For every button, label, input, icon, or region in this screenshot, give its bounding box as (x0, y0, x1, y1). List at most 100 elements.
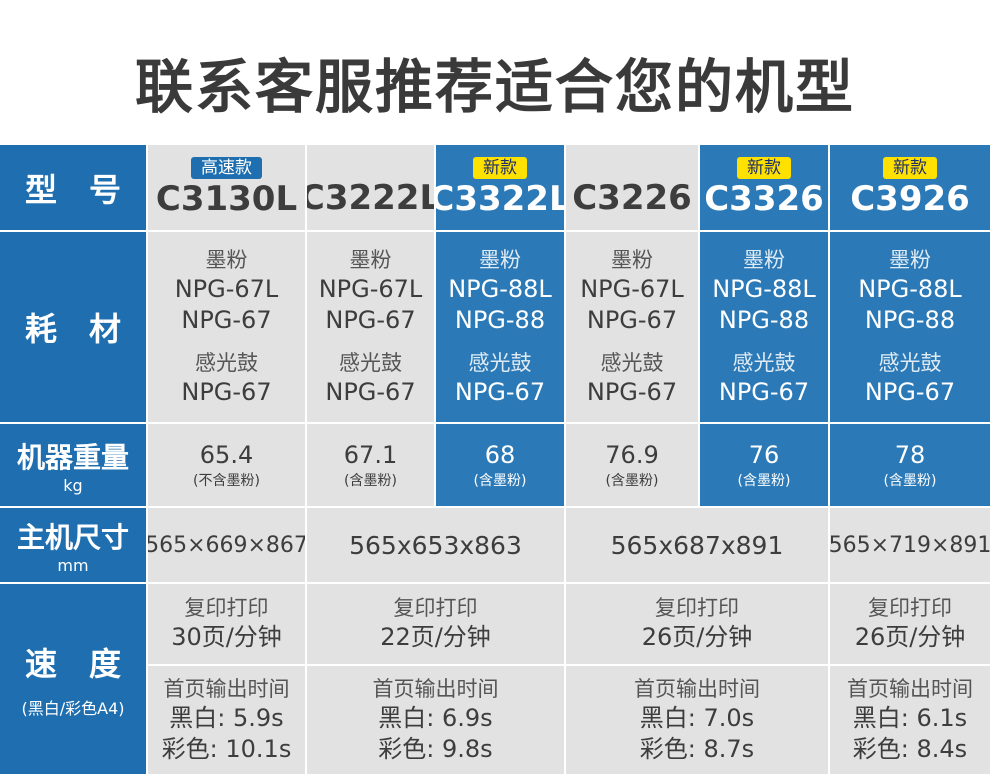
consumables-c3322l: 墨粉 NPG-88L NPG-88 感光鼓 NPG-67 (436, 232, 564, 422)
size-group-1: 565×669×867 (148, 508, 305, 582)
first-page-bw: 黑白: 5.9s (169, 703, 284, 732)
drum-value: NPG-67 (586, 377, 678, 406)
weight-note: (含墨粉) (473, 472, 527, 489)
toner-value: NPG-88L (858, 274, 962, 303)
weight-value: 76.9 (605, 440, 659, 469)
first-page-label: 首页输出时间 (847, 676, 973, 701)
weight-value: 68 (484, 440, 516, 469)
first-page-label: 首页输出时间 (372, 676, 499, 701)
row-header-consumables: 耗材 (0, 232, 146, 422)
size-value: 565x653x863 (349, 530, 522, 560)
first-page-color: 彩色: 8.7s (639, 734, 755, 763)
weight-c3926: 78 (含墨粉) (830, 424, 990, 506)
weight-c3222l: 67.1 (含墨粉) (307, 424, 434, 506)
row-header-size-unit: mm (57, 555, 89, 575)
model-name: C3926 (850, 179, 970, 220)
first-page-bw: 黑白: 6.1s (852, 703, 968, 732)
copy-speed-label: 复印打印 (868, 596, 952, 620)
model-header-c3226: C3226 (566, 145, 698, 230)
row-header-model-label: 型号 (24, 170, 146, 209)
size-group-4: 565×719×891 (830, 508, 990, 582)
row-header-speed-label: 速度 (24, 645, 146, 683)
model-header-c3322l: 新款 C3322L (436, 145, 564, 230)
drum-label: 感光鼓 (339, 350, 402, 375)
toner-value: NPG-88L (448, 274, 552, 303)
drum-label: 感光鼓 (732, 350, 796, 375)
model-header-c3130l: 高速款 C3130L (148, 145, 305, 230)
badge-new: 新款 (883, 157, 937, 180)
page-title: 联系客服推荐适合您的机型 (134, 53, 855, 121)
consumables-c3926: 墨粉 NPG-88L NPG-88 感光鼓 NPG-67 (830, 232, 990, 422)
weight-c3326: 76 (含墨粉) (700, 424, 828, 506)
row-header-weight-unit: kg (63, 475, 83, 495)
first-page-color: 彩色: 9.8s (378, 734, 493, 763)
copy-speed-label: 复印打印 (393, 596, 478, 620)
row-header-consumables-label: 耗材 (24, 310, 146, 348)
toner-value: NPG-88 (454, 305, 546, 334)
row-header-model: 型号 (0, 145, 146, 230)
copy-speed-value: 22页/分钟 (380, 623, 491, 651)
toner-value: NPG-67L (174, 274, 279, 303)
weight-c3130l: 65.4 (不含墨粉) (148, 424, 305, 506)
model-name: C3322L (436, 179, 564, 220)
drum-value: NPG-67 (864, 377, 956, 406)
row-header-size: 主机尺寸 mm (0, 508, 146, 582)
model-header-c3926: 新款 C3926 (830, 145, 990, 230)
drum-label: 感光鼓 (468, 350, 532, 375)
copy-speed-group-3: 复印打印 26页/分钟 (566, 584, 828, 664)
toner-value: NPG-67 (325, 305, 416, 334)
badge-new: 新款 (737, 157, 791, 180)
weight-value: 65.4 (199, 440, 254, 469)
drum-value: NPG-67 (718, 377, 810, 406)
drum-label: 感光鼓 (195, 350, 258, 375)
model-name: C3226 (572, 177, 692, 218)
toner-value: NPG-88 (864, 305, 956, 334)
first-page-color: 彩色: 10.1s (161, 734, 292, 763)
size-group-2: 565x653x863 (307, 508, 564, 582)
weight-note: (含墨粉) (605, 472, 659, 489)
first-page-bw: 黑白: 7.0s (639, 703, 755, 732)
size-value: 565×719×891 (830, 532, 990, 558)
toner-value: NPG-67 (181, 305, 272, 334)
toner-label: 墨粉 (743, 247, 785, 272)
weight-note: (含墨粉) (883, 472, 937, 489)
first-page-label: 首页输出时间 (634, 676, 760, 701)
consumables-c3326: 墨粉 NPG-88L NPG-88 感光鼓 NPG-67 (700, 232, 828, 422)
toner-label: 墨粉 (889, 247, 931, 272)
drum-label: 感光鼓 (878, 350, 942, 375)
model-name: C3222L (307, 177, 434, 218)
weight-note: (含墨粉) (344, 472, 397, 489)
first-page-bw: 黑白: 6.9s (378, 703, 493, 732)
toner-label: 墨粉 (611, 247, 653, 272)
toner-label: 墨粉 (349, 247, 392, 272)
weight-value: 78 (894, 440, 926, 469)
consumables-c3222l: 墨粉 NPG-67L NPG-67 感光鼓 NPG-67 (307, 232, 434, 422)
copy-speed-value: 30页/分钟 (171, 623, 282, 651)
size-group-3: 565x687x891 (566, 508, 828, 582)
toner-value: NPG-67L (318, 274, 423, 303)
copy-speed-group-4: 复印打印 26页/分钟 (830, 584, 990, 664)
model-header-c3222l: C3222L (307, 145, 434, 230)
model-header-c3326: 新款 C3326 (700, 145, 828, 230)
size-value: 565x687x891 (610, 530, 784, 560)
model-name: C3130L (155, 179, 298, 220)
consumables-c3226: 墨粉 NPG-67L NPG-67 感光鼓 NPG-67 (566, 232, 698, 422)
toner-label: 墨粉 (205, 247, 248, 272)
weight-c3226: 76.9 (含墨粉) (566, 424, 698, 506)
first-page-group-4: 首页输出时间 黑白: 6.1s 彩色: 8.4s (830, 666, 990, 774)
toner-value: NPG-88 (718, 305, 810, 334)
drum-value: NPG-67 (325, 377, 416, 406)
copy-speed-value: 26页/分钟 (641, 623, 753, 651)
row-header-speed: 速度 (黑白/彩色A4) (0, 584, 146, 774)
drum-value: NPG-67 (454, 377, 546, 406)
row-header-speed-note: (黑白/彩色A4) (21, 699, 125, 718)
badge-new: 新款 (473, 157, 527, 180)
first-page-label: 首页输出时间 (163, 676, 290, 701)
first-page-group-2: 首页输出时间 黑白: 6.9s 彩色: 9.8s (307, 666, 564, 774)
weight-note: (含墨粉) (737, 472, 791, 489)
drum-label: 感光鼓 (600, 350, 664, 375)
toner-value: NPG-88L (712, 274, 816, 303)
row-header-weight-label: 机器重量 (16, 440, 129, 474)
row-header-weight: 机器重量 kg (0, 424, 146, 506)
weight-c3322l: 68 (含墨粉) (436, 424, 564, 506)
